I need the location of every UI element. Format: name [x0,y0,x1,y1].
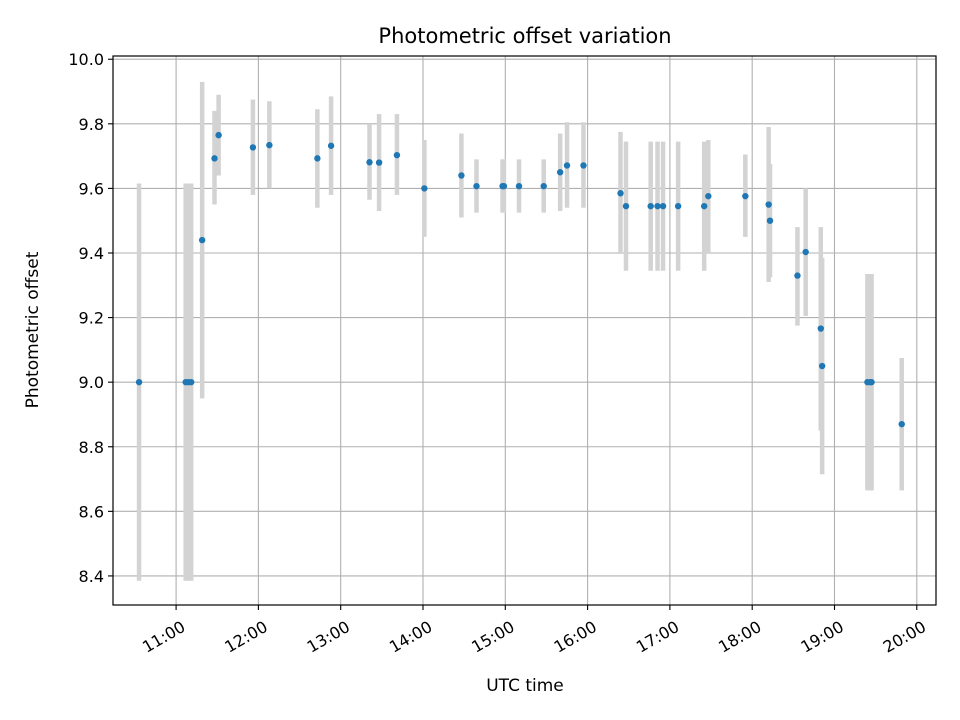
data-point [135,378,143,386]
data-point [421,185,428,192]
data-point [659,202,667,210]
data-point [647,202,654,210]
data-point [802,248,809,256]
x-axis-label: UTC time [486,676,564,696]
data-point [818,362,826,370]
y-tick-label: 8.8 [79,438,104,457]
plot-area [112,55,937,606]
plot-background [113,56,936,605]
data-point [393,151,401,159]
data-point [817,325,824,332]
y-tick-label: 10.0 [68,50,104,69]
y-tick-label: 8.6 [79,502,104,521]
data-point [500,182,508,190]
data-point [868,378,875,386]
data-point [249,144,257,151]
y-tick-label: 9.6 [79,179,104,198]
data-point [765,201,772,208]
y-tick-label: 8.4 [79,567,104,586]
data-point [556,169,564,176]
data-point [617,190,624,197]
y-tick-label: 9.8 [79,115,104,134]
data-point [654,202,661,210]
data-point [375,159,383,166]
data-point [327,142,335,149]
data-point [266,141,273,149]
data-point [563,162,571,169]
data-point [198,236,206,244]
y-tick-label: 9.2 [79,309,104,328]
data-point [766,217,774,224]
data-point [215,131,222,139]
data-point [314,155,321,162]
data-point [211,155,218,162]
data-point [540,182,547,190]
data-point [700,202,708,210]
data-point [742,192,749,200]
grid [113,56,936,605]
y-tick-label: 9.4 [79,244,104,263]
y-axis-label: Photometric offset [23,251,43,408]
data-point [705,192,712,200]
data-markers [135,131,905,428]
data-point [366,159,373,166]
data-point [458,172,465,179]
data-point [580,162,587,169]
data-point [515,182,523,190]
data-point [674,202,682,210]
chart-title: Photometric offset variation [378,24,671,48]
data-point [898,420,905,428]
data-point [473,182,480,190]
plot-frame [112,55,937,606]
data-point [187,378,195,386]
data-point [622,202,630,210]
y-tick-label: 9.0 [79,373,104,392]
data-point [794,272,801,279]
